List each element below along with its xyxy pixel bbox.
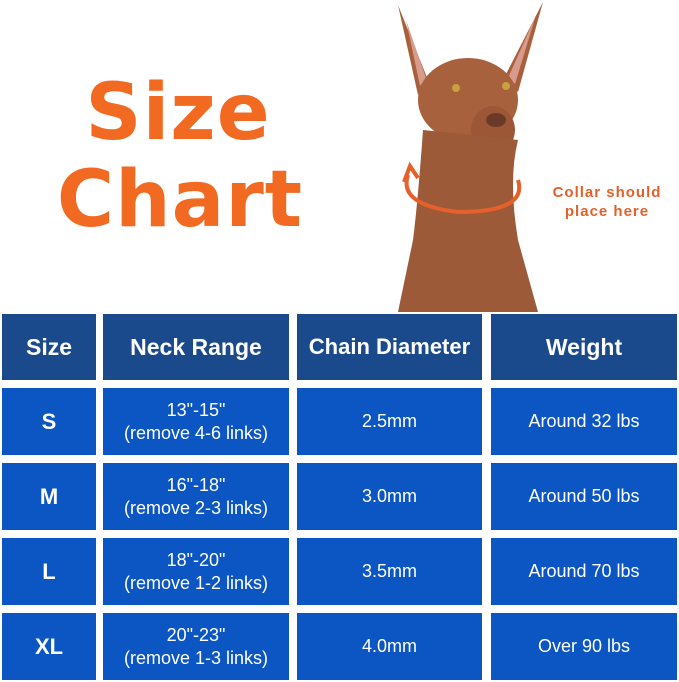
links-note: (remove 2-3 links) <box>123 497 269 518</box>
links-note: (remove 1-3 links) <box>123 647 269 668</box>
chain-diameter-cell: 2.5mm <box>297 388 482 455</box>
header-neck-range: Neck Range <box>103 314 289 380</box>
size-cell: L <box>2 538 96 605</box>
header-chain-diameter: Chain Diameter <box>297 314 482 380</box>
size-value: S <box>41 409 57 434</box>
note-line-2: place here <box>564 203 650 220</box>
weight-value: Over 90 lbs <box>537 636 631 656</box>
chain-diameter-cell: 4.0mm <box>297 613 482 680</box>
weight-value: Around 32 lbs <box>528 411 640 431</box>
chain-diameter-cell: 3.5mm <box>297 538 482 605</box>
size-cell: M <box>2 463 96 530</box>
collar-placement-note: Collar should place here <box>535 183 679 221</box>
neck-range-value: 16"-18" <box>166 474 226 495</box>
neck-range-value: 20"-23" <box>166 624 226 645</box>
diameter-value: 3.5mm <box>361 561 417 581</box>
neck-range-cell: 18"-20" (remove 1-2 links) <box>103 538 289 605</box>
dog-photo <box>398 2 543 312</box>
links-note: (remove 4-6 links) <box>123 422 269 443</box>
title-chart: Chart <box>56 155 304 245</box>
size-cell: XL <box>2 613 96 680</box>
header-size: Size <box>2 314 96 380</box>
size-value: L <box>42 559 56 584</box>
weight-cell: Around 32 lbs <box>491 388 677 455</box>
weight-value: Around 50 lbs <box>528 486 640 506</box>
neck-range-cell: 13"-15" (remove 4-6 links) <box>103 388 289 455</box>
size-value: M <box>39 484 59 509</box>
size-value: XL <box>34 634 64 659</box>
header-weight: Weight <box>491 314 677 380</box>
title-size: Size <box>85 68 271 158</box>
weight-cell: Around 50 lbs <box>491 463 677 530</box>
weight-cell: Over 90 lbs <box>491 613 677 680</box>
diameter-value: 4.0mm <box>361 636 417 656</box>
note-line-1: Collar should <box>552 184 662 201</box>
diameter-value: 3.0mm <box>361 486 417 506</box>
weight-value: Around 70 lbs <box>528 561 640 581</box>
diameter-value: 2.5mm <box>361 411 417 431</box>
neck-range-cell: 16"-18" (remove 2-3 links) <box>103 463 289 530</box>
neck-range-value: 18"-20" <box>166 549 226 570</box>
neck-range-value: 13"-15" <box>166 399 226 420</box>
chain-diameter-cell: 3.0mm <box>297 463 482 530</box>
neck-range-cell: 20"-23" (remove 1-3 links) <box>103 613 289 680</box>
weight-cell: Around 70 lbs <box>491 538 677 605</box>
links-note: (remove 1-2 links) <box>123 572 269 593</box>
size-cell: S <box>2 388 96 455</box>
